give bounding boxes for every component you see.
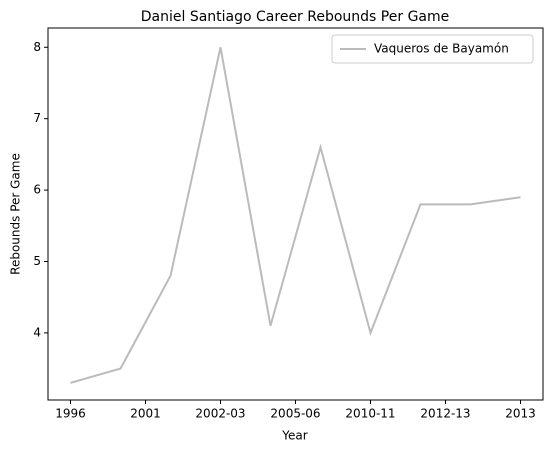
legend-box: [331, 34, 534, 64]
x-tick-label: 2005-06: [270, 407, 320, 421]
y-tick-label: 7: [33, 111, 41, 125]
x-tick-label: 2012-13: [420, 407, 470, 421]
plot-frame: [47, 27, 544, 401]
x-tick-label: 2010-11: [345, 407, 395, 421]
legend-label: Vaqueros de Bayamón: [374, 42, 509, 56]
y-axis-label: Rebounds Per Game: [9, 153, 23, 275]
chart-title: Daniel Santiago Career Rebounds Per Game: [141, 9, 450, 25]
y-tick-label: 6: [33, 183, 41, 197]
line: [70, 47, 521, 384]
y-tick-label: 5: [33, 254, 41, 268]
x-tick-label: 2013: [505, 407, 536, 421]
x-tick-label: 2001: [130, 407, 161, 421]
y-tick-label: 8: [33, 40, 41, 54]
x-tick-label: 2002-03: [195, 407, 245, 421]
x-axis-label: Year: [281, 429, 307, 443]
x-tick-label: 1996: [55, 407, 86, 421]
y-tick-label: 4: [33, 325, 41, 339]
